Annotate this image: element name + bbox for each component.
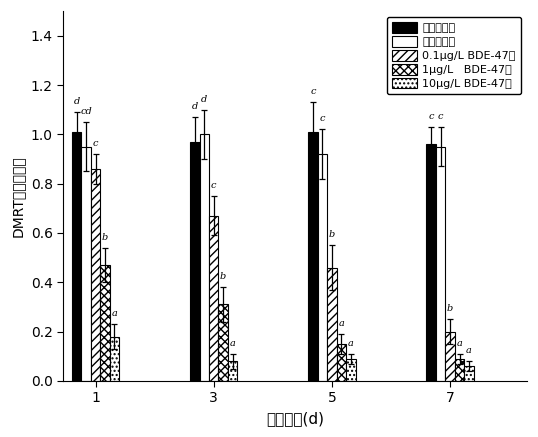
Bar [308, 132, 318, 381]
Text: b: b [329, 230, 335, 239]
Bar [91, 169, 100, 381]
Text: c: c [438, 112, 443, 121]
Bar [318, 154, 327, 381]
Bar [190, 142, 200, 381]
Text: b: b [220, 272, 226, 281]
Bar [100, 265, 110, 381]
Bar [346, 359, 356, 381]
Bar [200, 135, 209, 381]
Text: d: d [74, 97, 80, 106]
Text: d: d [201, 94, 208, 104]
Bar [81, 147, 91, 381]
Text: c: c [93, 139, 98, 148]
Bar [337, 344, 346, 381]
Bar [218, 305, 228, 381]
Bar [327, 267, 337, 381]
X-axis label: 胁迫时间(d): 胁迫时间(d) [266, 411, 324, 426]
Bar [110, 336, 119, 381]
Text: b: b [447, 304, 453, 313]
Text: c: c [428, 112, 434, 121]
Legend: 空白对照组, 溶剂对照组, 0.1μg/L BDE-47组, 1μg/L   BDE-47组, 10μg/L BDE-47组: 空白对照组, 溶剂对照组, 0.1μg/L BDE-47组, 1μg/L BDE… [387, 17, 521, 94]
Text: cd: cd [80, 107, 92, 116]
Bar [455, 359, 464, 381]
Bar [72, 132, 81, 381]
Bar [445, 332, 455, 381]
Bar [436, 147, 445, 381]
Bar [209, 216, 218, 381]
Text: a: a [457, 339, 463, 348]
Bar [427, 144, 436, 381]
Text: c: c [211, 181, 216, 190]
Bar [464, 366, 474, 381]
Text: a: a [466, 346, 472, 355]
Text: a: a [111, 309, 117, 318]
Text: c: c [310, 87, 316, 96]
Y-axis label: DMRT基因表达量: DMRT基因表达量 [11, 155, 25, 237]
Text: c: c [320, 114, 325, 123]
Bar [228, 361, 237, 381]
Text: a: a [338, 319, 344, 328]
Text: a: a [230, 339, 236, 348]
Text: a: a [348, 339, 354, 348]
Text: d: d [192, 102, 198, 111]
Text: b: b [102, 232, 108, 242]
